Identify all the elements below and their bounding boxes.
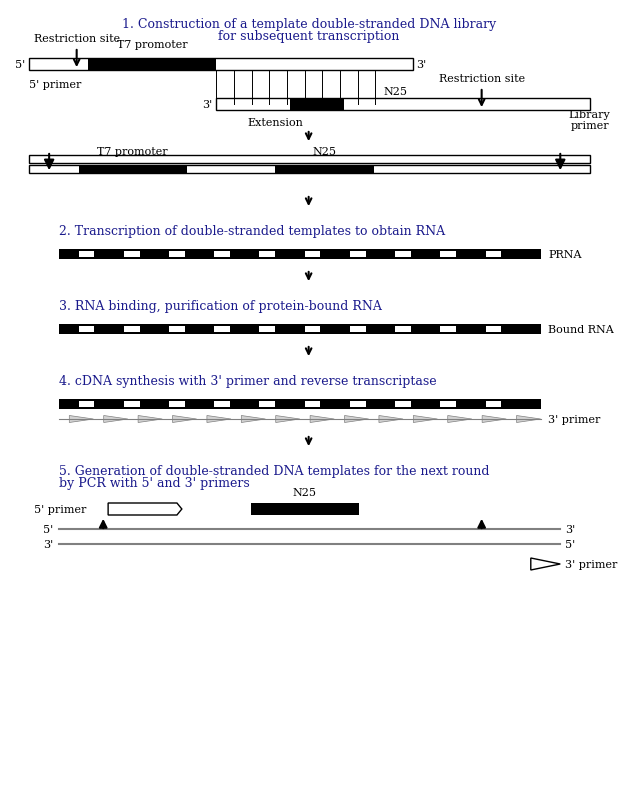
Polygon shape — [413, 416, 437, 423]
Text: 5' primer: 5' primer — [30, 80, 82, 90]
Polygon shape — [276, 416, 300, 423]
Bar — [214, 251, 230, 258]
Text: N25: N25 — [383, 87, 408, 97]
Bar — [59, 324, 540, 335]
Polygon shape — [108, 504, 182, 515]
Bar — [59, 400, 540, 410]
Bar — [79, 165, 187, 174]
Text: 5' primer: 5' primer — [35, 504, 87, 514]
Bar — [214, 401, 230, 407]
Bar — [486, 327, 501, 333]
Bar — [260, 401, 276, 407]
Polygon shape — [345, 416, 369, 423]
Polygon shape — [207, 416, 231, 423]
Bar — [124, 251, 140, 258]
Text: 5': 5' — [15, 60, 26, 70]
Bar — [486, 401, 501, 407]
Text: 3': 3' — [43, 539, 53, 549]
Bar — [169, 401, 185, 407]
Bar — [440, 251, 456, 258]
Bar — [250, 504, 359, 515]
Text: N25: N25 — [292, 487, 317, 497]
Bar — [395, 401, 411, 407]
Text: Library: Library — [569, 109, 611, 120]
Text: Bound RNA: Bound RNA — [548, 324, 615, 335]
Polygon shape — [516, 416, 540, 423]
Bar — [89, 59, 216, 71]
Text: 5': 5' — [565, 539, 576, 549]
Bar — [395, 327, 411, 333]
Text: 5': 5' — [43, 525, 53, 534]
Bar — [440, 327, 456, 333]
Bar — [395, 251, 411, 258]
Polygon shape — [138, 416, 162, 423]
Text: Restriction site: Restriction site — [33, 34, 120, 44]
Bar — [260, 251, 276, 258]
Bar — [124, 401, 140, 407]
Text: 3' primer: 3' primer — [565, 560, 618, 569]
Bar — [79, 251, 94, 258]
Text: T7 promoter: T7 promoter — [117, 40, 187, 50]
Text: by PCR with 5' and 3' primers: by PCR with 5' and 3' primers — [59, 476, 250, 489]
Polygon shape — [448, 416, 472, 423]
Text: Extension: Extension — [247, 118, 303, 128]
Bar — [290, 99, 344, 111]
Text: 1. Construction of a template double-stranded DNA library: 1. Construction of a template double-str… — [121, 18, 496, 31]
Bar — [124, 327, 140, 333]
Bar — [350, 327, 365, 333]
Bar — [59, 250, 540, 260]
Bar — [350, 251, 365, 258]
Text: 3' primer: 3' primer — [548, 414, 601, 424]
Text: T7 promoter: T7 promoter — [97, 147, 168, 157]
Polygon shape — [69, 416, 93, 423]
Text: 3': 3' — [416, 60, 426, 70]
Polygon shape — [482, 416, 506, 423]
Bar — [260, 327, 276, 333]
Bar — [214, 327, 230, 333]
Text: 3': 3' — [565, 525, 576, 534]
Bar — [30, 59, 413, 71]
Bar — [304, 401, 320, 407]
Bar — [169, 251, 185, 258]
Polygon shape — [379, 416, 403, 423]
Bar — [440, 401, 456, 407]
Polygon shape — [242, 416, 265, 423]
Polygon shape — [104, 416, 128, 423]
Polygon shape — [310, 416, 334, 423]
Polygon shape — [531, 558, 560, 570]
Text: primer: primer — [571, 121, 609, 131]
Text: 3': 3' — [202, 100, 213, 109]
Bar — [486, 251, 501, 258]
Bar — [276, 165, 374, 174]
Bar — [169, 327, 185, 333]
Text: PRNA: PRNA — [548, 250, 582, 260]
Bar — [216, 99, 590, 111]
Bar — [30, 156, 590, 164]
Text: 2. Transcription of double-stranded templates to obtain RNA: 2. Transcription of double-stranded temp… — [59, 225, 445, 238]
Bar — [30, 165, 590, 174]
Bar — [304, 327, 320, 333]
Text: for subsequent transcription: for subsequent transcription — [218, 30, 399, 43]
Bar — [350, 401, 365, 407]
Text: 3. RNA binding, purification of protein-bound RNA: 3. RNA binding, purification of protein-… — [59, 299, 382, 312]
Text: N25: N25 — [313, 147, 337, 157]
Text: 5. Generation of double-stranded DNA templates for the next round: 5. Generation of double-stranded DNA tem… — [59, 465, 489, 478]
Text: Restriction site: Restriction site — [438, 74, 525, 84]
Bar — [79, 401, 94, 407]
Text: 4. cDNA synthesis with 3' primer and reverse transcriptase: 4. cDNA synthesis with 3' primer and rev… — [59, 375, 437, 388]
Bar — [304, 251, 320, 258]
Bar — [79, 327, 94, 333]
Polygon shape — [172, 416, 197, 423]
